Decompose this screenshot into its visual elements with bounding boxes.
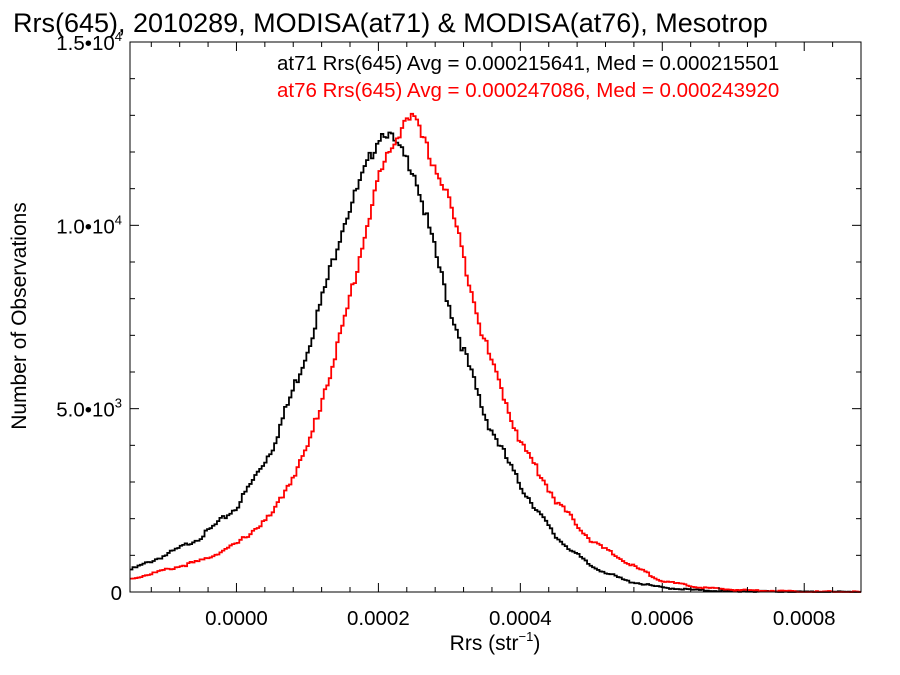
x-tick-label: 0.0008 xyxy=(773,607,836,630)
legend-annotations: at71 Rrs(645) Avg = 0.000215641, Med = 0… xyxy=(277,52,779,102)
x-axis-label-main: Rrs (str xyxy=(450,632,519,655)
series-layer xyxy=(130,112,861,593)
y-tick-label: 1.0•104 xyxy=(56,212,122,238)
y-tick-label: 1.5•104 xyxy=(56,29,122,55)
annotation-at76: at76 Rrs(645) Avg = 0.000247086, Med = 0… xyxy=(277,79,779,102)
series-at71-step-line xyxy=(130,131,861,593)
x-tick-label: 0.0000 xyxy=(205,607,268,630)
y-axis-label: Number of Observations xyxy=(8,202,31,430)
x-tick-label: 0.0002 xyxy=(347,607,410,630)
y-tick-label: 5.0•103 xyxy=(56,396,122,422)
axis-ticks: 0.0000 0.0002 0.0004 0.0006 0.0008 0 5.0•103 1.… xyxy=(56,29,862,630)
x-axis-label: Rrs (str−1) xyxy=(450,629,541,655)
annotation-at71: at71 Rrs(645) Avg = 0.000215641, Med = 0… xyxy=(277,52,779,75)
y-tick-label: 0 xyxy=(111,582,122,605)
x-tick-label: 0.0004 xyxy=(489,607,552,630)
chart-title: Rrs(645), 2010289, MODISA(at71) & MODISA… xyxy=(13,8,768,38)
x-tick-label: 0.0006 xyxy=(631,607,694,630)
series-at76-step-line xyxy=(130,112,861,593)
plot-area: 0.0000 0.0002 0.0004 0.0006 0.0008 0 5.0•103 1.… xyxy=(56,29,862,630)
x-axis-label-close: ) xyxy=(533,632,540,655)
x-axis-label-sup: −1 xyxy=(519,629,534,644)
plot-frame xyxy=(129,41,862,593)
